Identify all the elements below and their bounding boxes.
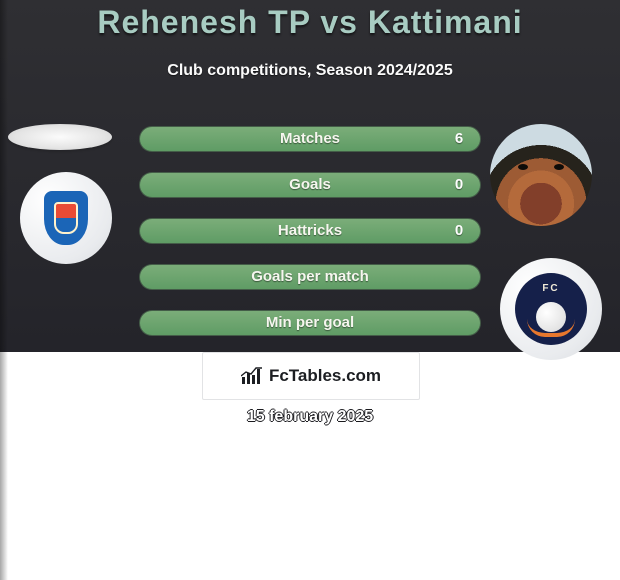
bar-chart-icon (241, 367, 263, 385)
stat-row: 0 Goals (139, 172, 481, 198)
stat-label: Matches (139, 126, 481, 152)
swoosh-icon (527, 319, 575, 337)
stat-row: 0 Hattricks (139, 218, 481, 244)
player2-name: Kattimani (368, 4, 523, 40)
stat-label: Min per goal (139, 310, 481, 336)
club-left-badge (20, 172, 112, 264)
stat-row: Goals per match (139, 264, 481, 290)
shield-inner-icon (54, 202, 78, 234)
shield-icon (44, 191, 88, 245)
branding-text: FcTables.com (269, 366, 381, 386)
stats-panel: 6 Matches 0 Goals 0 Hattricks Goals per … (139, 126, 481, 356)
club-right-badge: FC (500, 258, 602, 360)
vs-separator: vs (320, 4, 358, 40)
stat-label: Goals per match (139, 264, 481, 290)
comparison-card: Rehenesh TP vs Kattimani Club competitio… (0, 0, 620, 580)
player1-photo-placeholder (8, 124, 112, 150)
stat-label: Goals (139, 172, 481, 198)
page-title: Rehenesh TP vs Kattimani (0, 4, 620, 41)
footer-date: 15 february 2025 (0, 408, 620, 426)
page-subtitle: Club competitions, Season 2024/2025 (0, 62, 620, 80)
stat-label: Hattricks (139, 218, 481, 244)
club-right-inner-icon: FC (515, 273, 587, 345)
branding-box: FcTables.com (202, 352, 420, 400)
stat-row: 6 Matches (139, 126, 481, 152)
stat-row: Min per goal (139, 310, 481, 336)
club-right-text: FC (515, 283, 587, 294)
player2-photo (490, 124, 592, 226)
player1-name: Rehenesh TP (97, 4, 310, 40)
